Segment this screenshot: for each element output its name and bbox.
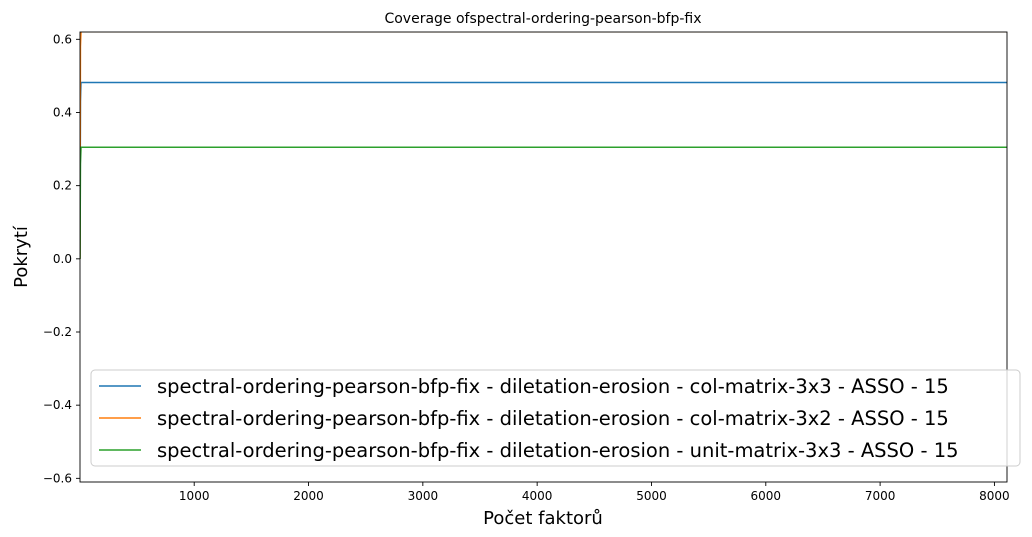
x-tick-label: 1000 <box>179 489 210 503</box>
x-tick-label: 8000 <box>979 489 1010 503</box>
y-axis-title: Pokrytí <box>11 225 32 288</box>
x-tick-label: 2000 <box>293 489 324 503</box>
series-line-2 <box>80 32 1007 259</box>
y-tick-label: 0.4 <box>53 105 72 119</box>
y-tick-label: 0.6 <box>53 32 72 46</box>
series-line-3 <box>80 146 1007 259</box>
x-tick-label: 4000 <box>522 489 553 503</box>
y-tick-label: 0.2 <box>53 179 72 193</box>
y-tick-label: −0.2 <box>43 325 72 339</box>
x-tick-label: 7000 <box>865 489 896 503</box>
legend-label-2: spectral-ordering-pearson-bfp-fix - dile… <box>157 407 949 430</box>
x-tick-label: 5000 <box>636 489 667 503</box>
legend-label-3: spectral-ordering-pearson-bfp-fix - dile… <box>157 439 959 462</box>
legend: spectral-ordering-pearson-bfp-fix - dile… <box>90 369 1021 467</box>
axes: 1000 2000 3000 4000 5000 6000 7000 8000 −0.6 −0.4… <box>43 31 1010 503</box>
plot-frame <box>79 31 1008 483</box>
legend-box <box>90 369 1021 467</box>
x-axis-title: Počet faktorů <box>483 508 603 529</box>
series-line-1 <box>80 81 1007 259</box>
plot-area <box>80 32 1007 259</box>
y-tick-label: 0.0 <box>53 252 72 266</box>
x-tick-label: 3000 <box>408 489 439 503</box>
x-tick-label: 6000 <box>751 489 782 503</box>
chart-title: Coverage ofspectral-ordering-pearson-bfp… <box>384 11 701 27</box>
y-tick-label: −0.4 <box>43 398 72 412</box>
legend-label-1: spectral-ordering-pearson-bfp-fix - dile… <box>157 375 949 398</box>
y-tick-label: −0.6 <box>43 471 72 485</box>
